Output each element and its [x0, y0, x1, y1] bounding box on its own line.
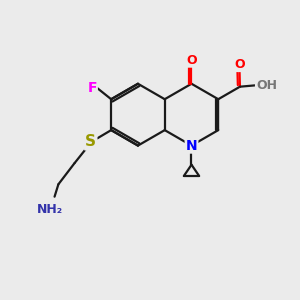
Text: NH₂: NH₂	[37, 203, 63, 216]
Text: O: O	[186, 54, 197, 67]
Text: F: F	[87, 81, 97, 95]
Text: S: S	[85, 134, 96, 149]
Text: OH: OH	[256, 79, 277, 92]
Text: O: O	[234, 58, 245, 71]
Text: N: N	[186, 139, 197, 153]
